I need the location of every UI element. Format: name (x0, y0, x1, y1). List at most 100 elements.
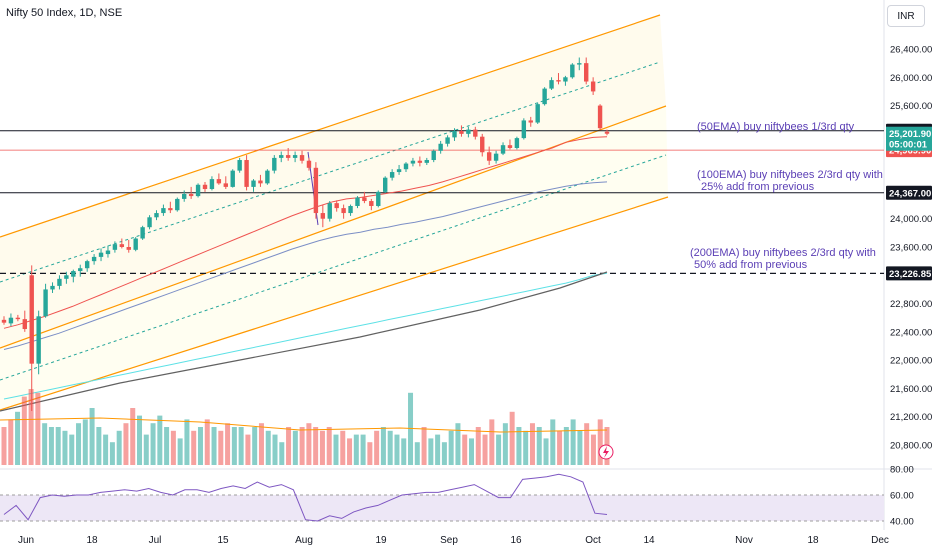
candle-body (84, 261, 90, 269)
level-tag-text-1: 24,969.90 (889, 146, 931, 157)
candle-body (299, 155, 305, 161)
candle-body (438, 143, 443, 151)
candle-body (119, 244, 125, 247)
candle-body (452, 131, 457, 138)
volume-bar (89, 408, 95, 465)
ema-line-50EMA (3, 136, 608, 329)
current-price-tag (886, 126, 932, 151)
candle-body (549, 80, 554, 89)
volume-bar (177, 438, 183, 465)
currency-selector[interactable]: INR (887, 5, 925, 27)
ema-line-long (0, 271, 608, 412)
volume-bar (123, 423, 129, 465)
volume-bar (103, 434, 109, 465)
volume-bar (509, 411, 515, 465)
volume-bar (116, 430, 122, 465)
volume-bar (35, 392, 41, 465)
volume-bar (272, 434, 278, 465)
volume-bar (150, 423, 156, 465)
volume-bar (184, 419, 190, 465)
volume-bar (191, 430, 197, 465)
candle-body (507, 145, 513, 148)
annotation-text-0: (50EMA) buy niftybees 1/3rd qty (697, 121, 855, 133)
volume-bar (550, 419, 556, 465)
candle-body (514, 138, 520, 148)
candle-body (604, 131, 610, 134)
candle-body (348, 205, 353, 214)
rsi-band (0, 495, 884, 521)
volume-bar (441, 442, 447, 465)
volume-bar (204, 419, 210, 465)
price-tick-label: 22,000.00 (890, 356, 932, 367)
volume-bar (340, 430, 346, 465)
volume-bar (496, 434, 502, 465)
candle-body (306, 160, 312, 168)
price-tick-label: 26,000.00 (890, 73, 932, 84)
volume-bar (21, 396, 27, 465)
candle-body (105, 250, 111, 255)
volume-bar (394, 434, 400, 465)
price-tick-label: 21,600.00 (890, 384, 932, 395)
volume-bar (15, 411, 21, 465)
candle-body (78, 268, 83, 272)
candle-body (500, 145, 506, 154)
volume-bar (597, 419, 603, 465)
candle-body (272, 157, 277, 171)
x-tick-label: Aug (295, 535, 313, 546)
candle-body (29, 275, 34, 364)
x-tick-label: Sep (440, 535, 458, 546)
x-tick-label: Jul (149, 535, 162, 546)
volume-bar (353, 434, 359, 465)
candle-body (396, 169, 402, 173)
volume-bar (42, 423, 48, 465)
volume-bar (76, 423, 82, 465)
candle-body (22, 319, 27, 330)
volume-bar (62, 430, 68, 465)
candle-body (112, 244, 118, 250)
candle-body (36, 316, 41, 364)
volume-bar (286, 427, 292, 465)
channel-fill-lower (0, 106, 668, 410)
candle-body (584, 63, 589, 82)
x-tick-label: Oct (585, 535, 601, 546)
volume-bar (462, 434, 468, 465)
volume-bar (367, 442, 373, 465)
volume-bar (238, 427, 244, 465)
volume-bar (414, 442, 420, 465)
volume-bar (143, 434, 149, 465)
rsi-line (3, 473, 608, 522)
volume-bar (360, 434, 366, 465)
candle-body (237, 160, 242, 171)
x-tick-label: Dec (871, 535, 889, 546)
candle-body (521, 120, 527, 139)
candle-body (182, 193, 187, 199)
volume-bar (164, 427, 170, 465)
level-tag-text-3: 23,226.85 (889, 269, 932, 280)
candle-body (195, 184, 201, 197)
candle-body (597, 105, 603, 129)
volume-bar (279, 442, 285, 465)
volume-bar (557, 430, 563, 465)
x-tick-label: Nov (735, 535, 753, 546)
volume-bar (374, 430, 380, 465)
candle-body (57, 278, 62, 286)
candle-body (355, 197, 360, 206)
candle-body (1, 319, 7, 323)
rsi-tick-label: 40.00 (890, 517, 914, 528)
volume-bar (1, 427, 7, 465)
candle-body (320, 213, 326, 219)
candle-body (140, 227, 145, 239)
channel-mid-upper-line (0, 61, 661, 283)
candle-body (445, 137, 450, 144)
candle-body (251, 180, 256, 187)
volume-bar (577, 430, 583, 465)
rsi-tick-label: 60.00 (890, 491, 914, 502)
x-tick-label: 14 (643, 535, 655, 546)
volume-bar (421, 427, 427, 465)
volume-bar (516, 427, 522, 465)
candle-body (486, 152, 492, 161)
candle-body (410, 160, 416, 164)
volume-bar (69, 434, 75, 465)
volume-bar (306, 423, 312, 465)
volume-bar (435, 434, 441, 465)
